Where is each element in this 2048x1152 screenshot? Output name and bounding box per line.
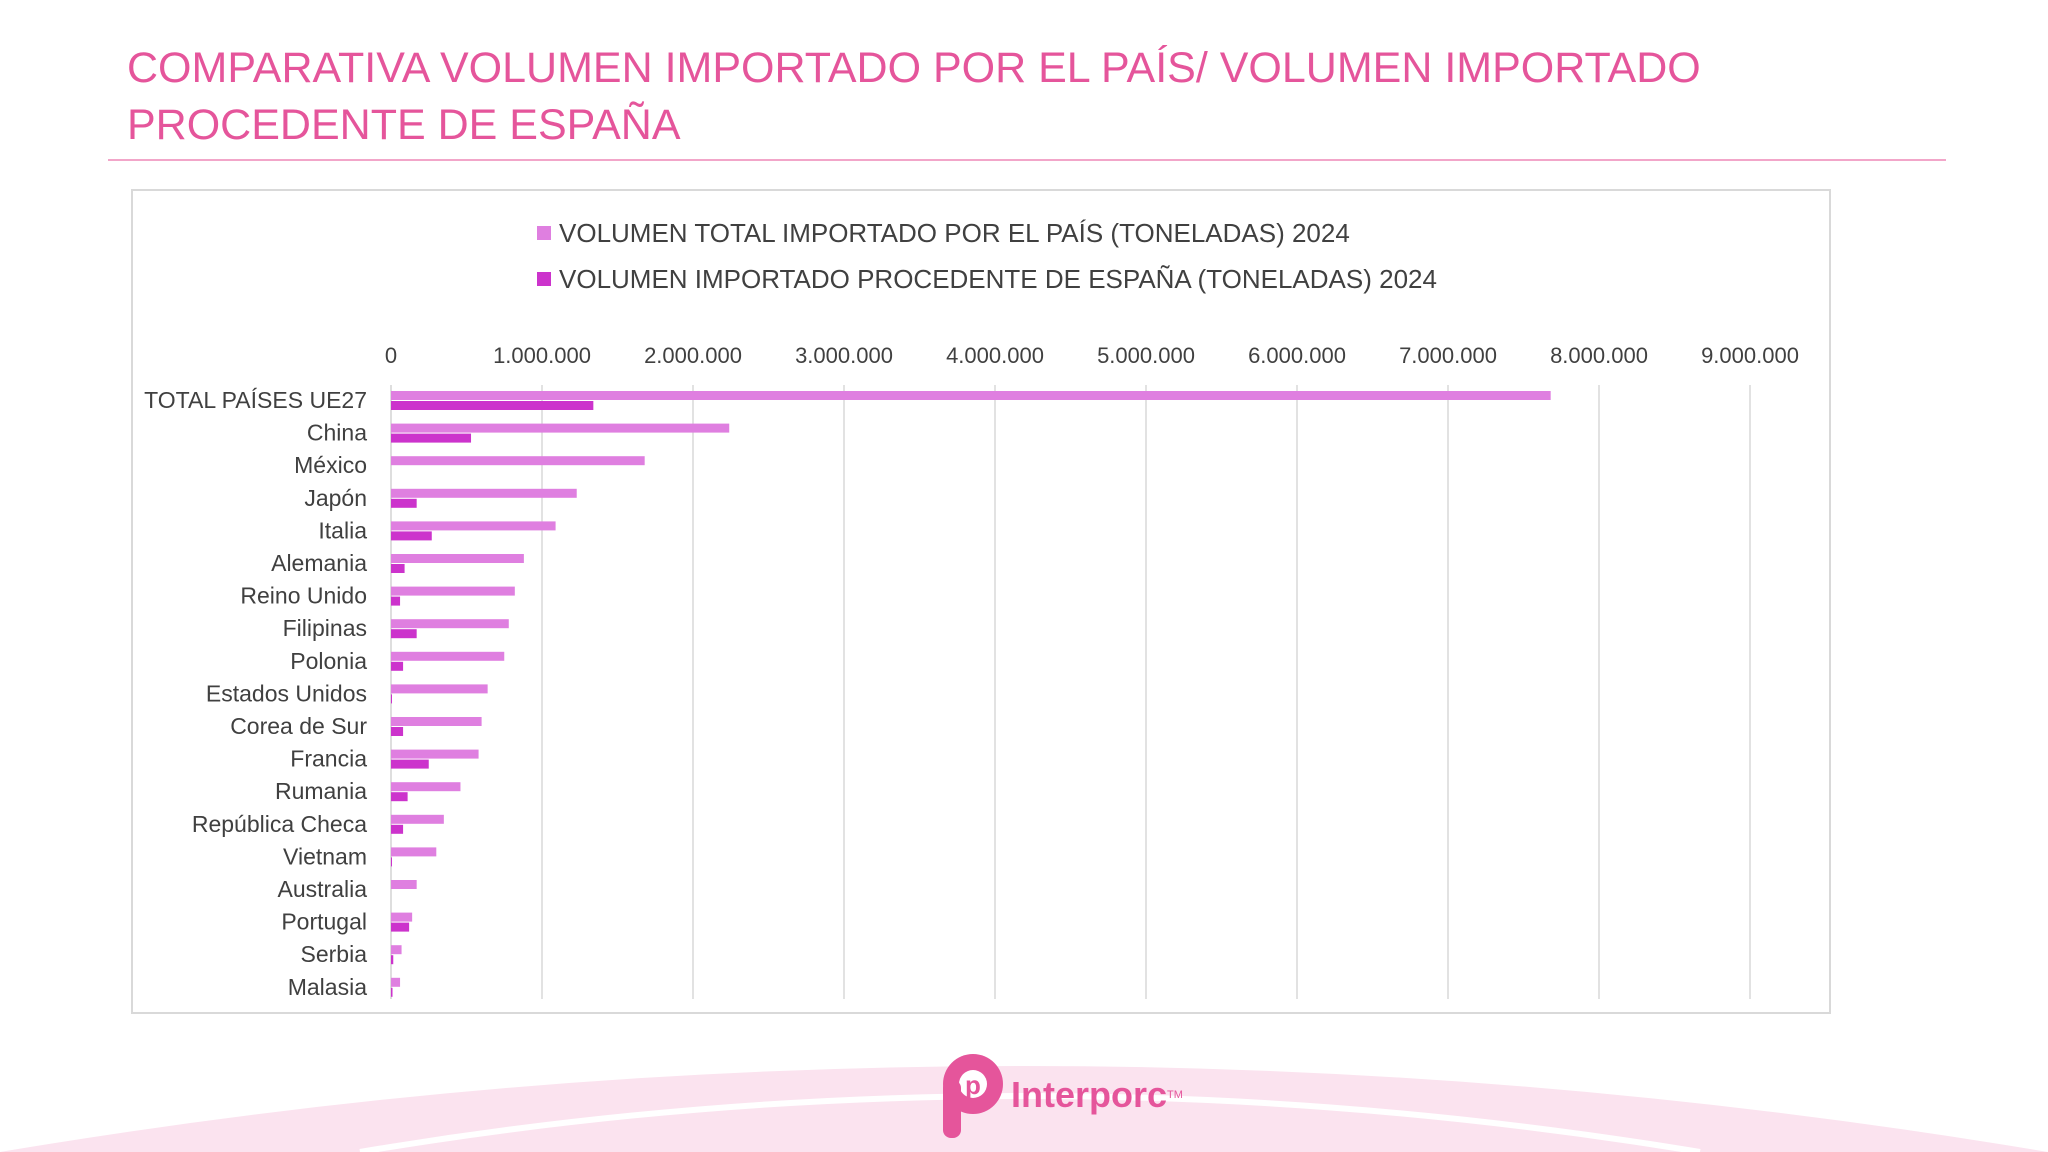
interporc-logo: p Interporc TM (935, 1050, 1183, 1140)
bar-spain-import (391, 694, 392, 704)
bar-total-import (391, 814, 444, 824)
bar-spain-import (391, 857, 392, 867)
category-label: Alemania (271, 550, 367, 576)
category-label: México (294, 452, 367, 478)
category-label: Italia (318, 517, 367, 543)
logo-name: Interporc (1011, 1074, 1168, 1115)
logo-trademark: TM (1167, 1089, 1183, 1101)
category-label: Corea de Sur (230, 713, 367, 739)
x-tick-label: 9.000.000 (1701, 343, 1799, 368)
page-title: COMPARATIVA VOLUMEN IMPORTADO POR EL PAÍ… (127, 44, 1701, 149)
bar-spain-import (391, 433, 472, 443)
category-label: Polonia (290, 648, 367, 674)
bar-spain-import (391, 759, 429, 769)
bar-total-import (391, 945, 402, 955)
bar-total-import (391, 684, 488, 694)
bar-spain-import (391, 629, 417, 639)
category-label: TOTAL PAÍSES UE27 (144, 387, 367, 413)
bar-total-import (391, 782, 461, 792)
category-label: Francia (290, 746, 367, 772)
bar-total-import (391, 847, 437, 857)
bar-total-import (391, 717, 482, 726)
legend-label-total: VOLUMEN TOTAL IMPORTADO POR EL PAÍS (TON… (559, 217, 1350, 248)
logo-letter: p (965, 1070, 981, 1100)
bar-spain-import (391, 792, 408, 802)
bar-spain-import (391, 661, 404, 671)
bar-spain-import (391, 596, 401, 606)
bar-spain-import (391, 824, 404, 834)
legend-item-total: VOLUMEN TOTAL IMPORTADO POR EL PAÍS (TON… (537, 210, 1437, 256)
bar-total-import (391, 554, 524, 563)
x-tick-label: 1.000.000 (493, 343, 591, 368)
x-tick-label: 0 (385, 343, 397, 368)
bar-spain-import (391, 401, 594, 410)
bar-total-import (391, 488, 577, 498)
logo-mark-icon: p (943, 1054, 1003, 1138)
category-label: Vietnam (283, 843, 367, 869)
bar-total-import (391, 586, 515, 596)
bar-total-import (391, 880, 417, 889)
category-label: Estados Unidos (206, 680, 367, 706)
category-label: Portugal (281, 909, 367, 935)
category-label: Reino Unido (240, 583, 367, 609)
x-tick-label: 4.000.000 (946, 343, 1044, 368)
x-tick-label: 3.000.000 (795, 343, 893, 368)
category-label: Filipinas (283, 615, 367, 641)
chart-frame: VOLUMEN TOTAL IMPORTADO POR EL PAÍS (TON… (131, 189, 1831, 1014)
category-label: República Checa (192, 811, 367, 837)
x-tick-label: 5.000.000 (1097, 343, 1195, 368)
bar-total-import (391, 456, 645, 466)
bar-spain-import (391, 564, 405, 573)
category-label: China (307, 420, 367, 446)
bar-total-import (391, 977, 401, 987)
bar-spain-import (391, 955, 394, 965)
bar-total-import (391, 912, 413, 922)
category-label: Japón (304, 485, 367, 511)
legend-label-spain: VOLUMEN IMPORTADO PROCEDENTE DE ESPAÑA (… (559, 263, 1437, 294)
x-tick-label: 8.000.000 (1550, 343, 1648, 368)
bar-spain-import (391, 922, 410, 932)
category-label: Australia (278, 876, 368, 902)
footer-decoration (0, 1066, 2048, 1152)
legend-item-spain: VOLUMEN IMPORTADO PROCEDENTE DE ESPAÑA (… (537, 256, 1437, 302)
bar-total-import (391, 749, 479, 759)
bar-spain-import (391, 531, 432, 541)
category-label: Malasia (288, 974, 367, 1000)
legend-swatch-total (537, 226, 551, 240)
bar-spain-import (391, 987, 393, 997)
bar-total-import (391, 619, 509, 629)
chart-legend: VOLUMEN TOTAL IMPORTADO POR EL PAÍS (TON… (537, 210, 1437, 302)
x-tick-label: 7.000.000 (1399, 343, 1497, 368)
bar-total-import (391, 391, 1551, 400)
bar-spain-import (391, 498, 417, 508)
legend-swatch-spain (537, 272, 551, 286)
bar-total-import (391, 423, 730, 433)
x-tick-label: 6.000.000 (1248, 343, 1346, 368)
title-divider (108, 159, 1946, 161)
x-tick-label: 2.000.000 (644, 343, 742, 368)
category-label: Rumania (275, 778, 367, 804)
bar-chart: 0 1.000.000 2.000.000 3.000.000 4.000.000 5.0… (144, 343, 1799, 1000)
bar-total-import (391, 651, 505, 661)
category-label: Serbia (301, 941, 368, 967)
bar-total-import (391, 521, 556, 531)
bar-spain-import (391, 727, 404, 736)
